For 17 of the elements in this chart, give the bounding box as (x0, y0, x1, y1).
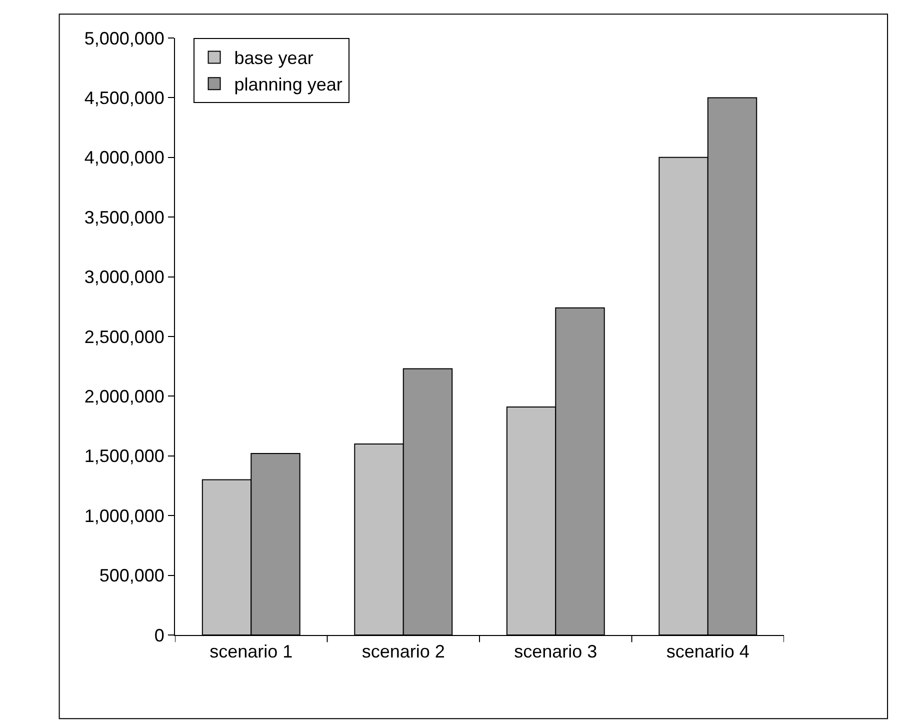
x-tick-label: scenario 2 (362, 642, 445, 662)
y-tick-label: 1,500,000 (84, 446, 164, 466)
legend-label: base year (234, 48, 314, 68)
y-tick-label: 2,500,000 (84, 326, 164, 347)
y-tick-label: 500,000 (99, 566, 164, 586)
legend-label: planning year (234, 74, 342, 95)
y-tick-label: 1,000,000 (84, 506, 164, 526)
y-tick-label: 0 (154, 625, 164, 646)
y-tick-label: 4,500,000 (84, 88, 164, 108)
y-tick-label: 4,000,000 (84, 148, 164, 168)
y-tick-label: 3,000,000 (84, 267, 164, 288)
y-tick-label: 5,000,000 (84, 28, 164, 48)
x-tick-label: scenario 3 (514, 642, 598, 662)
y-tick-label: 3,500,000 (84, 207, 164, 228)
x-tick-label: scenario 1 (210, 642, 293, 662)
y-tick-label: 2,000,000 (84, 386, 164, 406)
x-tick-label: scenario 4 (666, 642, 750, 662)
